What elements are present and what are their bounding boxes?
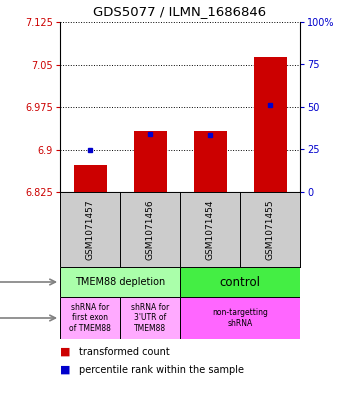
Bar <box>60 297 120 339</box>
Text: GSM1071457: GSM1071457 <box>85 199 95 260</box>
Bar <box>254 57 287 192</box>
Text: non-targetting
shRNA: non-targetting shRNA <box>212 308 268 328</box>
Text: GSM1071456: GSM1071456 <box>146 199 154 260</box>
Text: shRNA for
3'UTR of
TMEM88: shRNA for 3'UTR of TMEM88 <box>131 303 169 333</box>
Text: control: control <box>220 275 260 288</box>
Title: GDS5077 / ILMN_1686846: GDS5077 / ILMN_1686846 <box>94 5 267 18</box>
Text: GSM1071455: GSM1071455 <box>266 199 274 260</box>
Bar <box>180 267 300 297</box>
Bar <box>134 131 167 192</box>
Text: ■: ■ <box>60 347 70 357</box>
Bar <box>180 297 300 339</box>
Text: TMEM88 depletion: TMEM88 depletion <box>75 277 165 287</box>
Text: transformed count: transformed count <box>79 347 169 357</box>
Bar <box>60 267 180 297</box>
Bar <box>193 131 226 192</box>
Text: percentile rank within the sample: percentile rank within the sample <box>79 365 244 375</box>
Text: GSM1071454: GSM1071454 <box>205 199 215 260</box>
Text: shRNA for
first exon
of TMEM88: shRNA for first exon of TMEM88 <box>69 303 111 333</box>
Text: ■: ■ <box>60 365 70 375</box>
Bar <box>120 297 180 339</box>
Bar <box>73 165 106 192</box>
